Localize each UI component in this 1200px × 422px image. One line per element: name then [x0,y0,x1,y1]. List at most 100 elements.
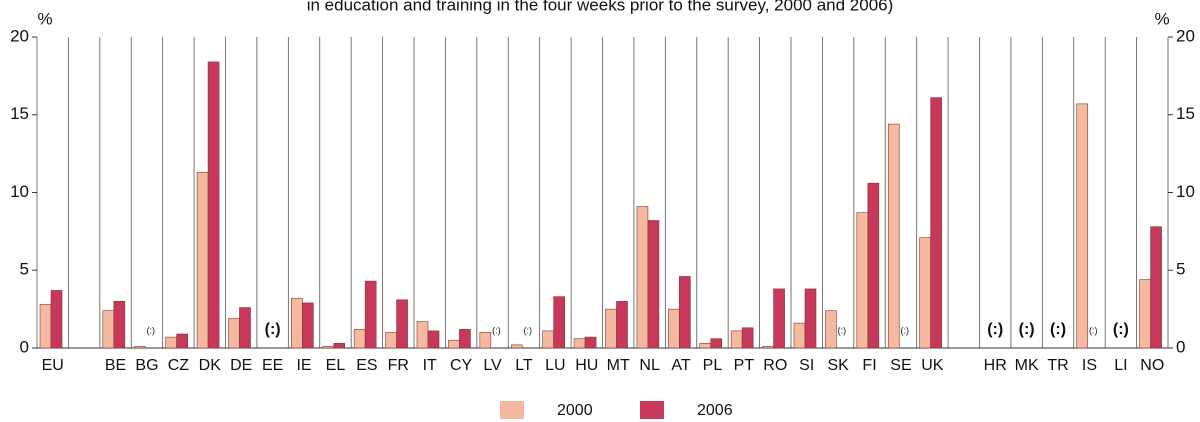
bar [762,346,774,349]
x-tick-label: BG [135,357,158,374]
bar [887,123,900,349]
y2-tick-label: 20 [1176,26,1195,45]
x-tick-label: BE [105,357,126,374]
y2-axis-label: % [1154,9,1169,28]
bar [39,304,52,349]
bar [730,330,743,349]
bar [699,343,712,349]
x-tick-label: LI [1114,357,1127,374]
missing-label: (:) [838,325,847,335]
x-tick-label: IE [296,357,311,374]
bar [668,308,680,349]
x-tick-label: FR [388,357,409,374]
chart-title: in education and training in the four we… [307,0,894,14]
bar [396,299,408,349]
legend-label: 2000 [557,402,593,419]
bar [773,288,785,349]
x-tick-label: EE [262,357,283,374]
y-axis-label: % [37,9,52,28]
bar [196,171,209,349]
x-tick-label: NO [1140,357,1164,374]
legend-swatch [500,401,524,419]
x-tick-label: IS [1082,357,1097,374]
bar [1076,103,1089,349]
bar [416,321,429,349]
missing-label: (:) [265,321,281,338]
x-tick-label: SE [890,357,911,374]
bar [364,280,377,349]
bar [584,336,597,349]
x-tick-label: AT [671,357,690,374]
bar [793,322,806,349]
bar [207,61,220,349]
x-tick-label: IT [423,357,437,374]
bar [479,332,492,349]
y-tick-label: 0 [20,337,29,356]
bar [1139,279,1151,349]
bar [542,330,554,349]
y2-tick-label: 15 [1176,104,1195,123]
missing-label: (:) [1019,321,1035,338]
bar [919,237,931,349]
legend-label: 2006 [697,402,733,419]
y-tick-label: 20 [10,26,29,45]
bar [605,308,617,349]
x-tick-label: EL [326,357,346,374]
y2-tick-label: 10 [1176,182,1195,201]
x-tick-label: LU [545,357,565,374]
legend-swatch [640,401,664,419]
y2-tick-label: 5 [1176,260,1185,279]
bar [50,290,63,349]
x-tick-label: HU [575,357,598,374]
missing-label: (:) [901,325,910,335]
bar [710,338,723,349]
x-tick-label: LT [515,357,533,374]
bar [133,346,146,349]
x-tick-label: ES [356,357,377,374]
y2-tick-label: 0 [1176,337,1185,356]
bar [113,301,126,349]
x-tick-label: TR [1047,357,1068,374]
bar [302,302,314,349]
bar [228,318,240,349]
missing-label: (:) [524,325,533,335]
x-tick-label: DE [230,357,252,374]
x-tick-label: SI [799,357,814,374]
bar [353,329,366,349]
bar [165,336,177,349]
bar [741,327,754,349]
bar [459,329,471,349]
x-tick-label: UK [921,357,944,374]
x-tick-label: EU [42,357,64,374]
bar [176,333,188,349]
x-tick-label: MK [1015,357,1039,374]
bar [647,220,660,349]
bar [291,297,303,349]
x-tick-label: DK [199,357,222,374]
bar [867,182,880,349]
bar [825,310,837,349]
bar [427,330,440,349]
bar [930,97,942,349]
missing-label: (:) [987,321,1003,338]
bar [804,288,817,349]
bar [573,338,586,349]
missing-label: (:) [1089,325,1098,335]
bar [333,343,346,349]
bar [102,310,115,349]
bar [322,346,335,349]
x-tick-label: PL [703,357,723,374]
x-tick-label: LV [483,357,502,374]
bar [448,339,460,349]
missing-label: (:) [147,325,156,335]
bar [239,307,251,349]
bar [1150,226,1162,349]
x-tick-label: RO [763,357,787,374]
missing-label: (:) [492,325,501,335]
x-tick-label: CY [450,357,473,374]
x-tick-label: PT [734,357,755,374]
y-tick-label: 15 [10,104,29,123]
bar [856,212,869,349]
x-tick-label: HR [984,357,1007,374]
bar [636,206,649,349]
